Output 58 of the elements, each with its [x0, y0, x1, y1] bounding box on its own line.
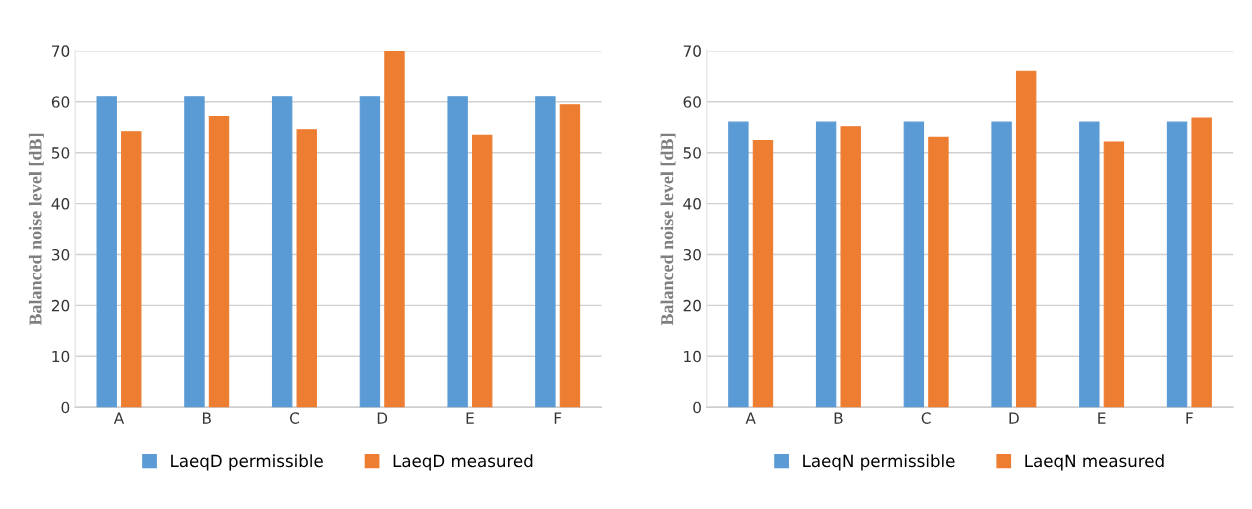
y-tick-label: 40: [683, 198, 701, 210]
y-tick-label: 70: [52, 45, 70, 57]
y-tick-label: 30: [51, 248, 70, 261]
bar: [559, 104, 581, 408]
bar: [840, 126, 861, 408]
x-tick-label: A: [113, 412, 125, 424]
bar: [928, 136, 949, 408]
y-axis-title: Balanced noise level [dB]: [28, 133, 44, 326]
x-tick-label: B: [202, 412, 211, 424]
y-tick-label: 60: [683, 96, 701, 108]
bar: [535, 96, 556, 408]
x-tick-label: F: [1186, 412, 1193, 424]
bar: [447, 96, 468, 408]
bar: [296, 129, 317, 408]
bar: [271, 96, 293, 408]
y-tick-label: 60: [51, 96, 70, 108]
bar: [1166, 121, 1188, 408]
y-axis-title: Balanced noise level [dB]: [660, 133, 676, 326]
y-tick-label: 10: [52, 350, 70, 363]
legend-label: LaeqD permissible: [171, 454, 323, 471]
y-tick-label: 30: [683, 248, 701, 261]
bar: [728, 121, 749, 408]
bar: [384, 50, 405, 408]
x-tick-label: C: [921, 412, 931, 424]
legend-label: LaeqN measured: [1025, 454, 1164, 471]
bar: [208, 116, 230, 408]
legend-label: LaeqN permissible: [803, 454, 955, 471]
y-tick-label: 70: [683, 45, 701, 57]
bar: [359, 96, 381, 408]
bar: [472, 134, 493, 408]
y-tick-label: 10: [684, 350, 701, 363]
y-tick-label: 50: [52, 147, 70, 159]
bar: [1103, 141, 1125, 408]
x-tick-label: C: [289, 412, 299, 424]
bar: [1191, 117, 1212, 408]
bar: [815, 121, 837, 408]
legend-label: LaeqD measured: [393, 454, 533, 471]
x-tick-label: E: [1098, 412, 1106, 424]
y-tick-label: 0: [61, 401, 70, 414]
bar: [184, 96, 205, 408]
y-tick-label: 0: [693, 401, 701, 414]
bar: [752, 139, 774, 408]
bar: [96, 96, 117, 408]
x-tick-label: B: [834, 412, 843, 424]
x-tick-label: D: [1009, 412, 1019, 424]
y-tick-label: 20: [683, 299, 701, 312]
bar: [903, 121, 925, 408]
x-tick-label: E: [466, 412, 474, 424]
x-tick-label: F: [554, 412, 562, 424]
bar: [1079, 121, 1100, 408]
y-tick-label: 40: [51, 198, 70, 210]
y-tick-label: 20: [51, 299, 70, 312]
bar: [1015, 70, 1037, 408]
bar: [991, 121, 1012, 408]
x-tick-label: A: [745, 412, 756, 424]
y-tick-label: 50: [683, 147, 701, 159]
x-tick-label: D: [377, 412, 388, 424]
bar: [121, 131, 142, 408]
